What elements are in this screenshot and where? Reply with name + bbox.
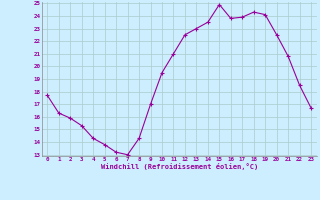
X-axis label: Windchill (Refroidissement éolien,°C): Windchill (Refroidissement éolien,°C) — [100, 163, 258, 170]
